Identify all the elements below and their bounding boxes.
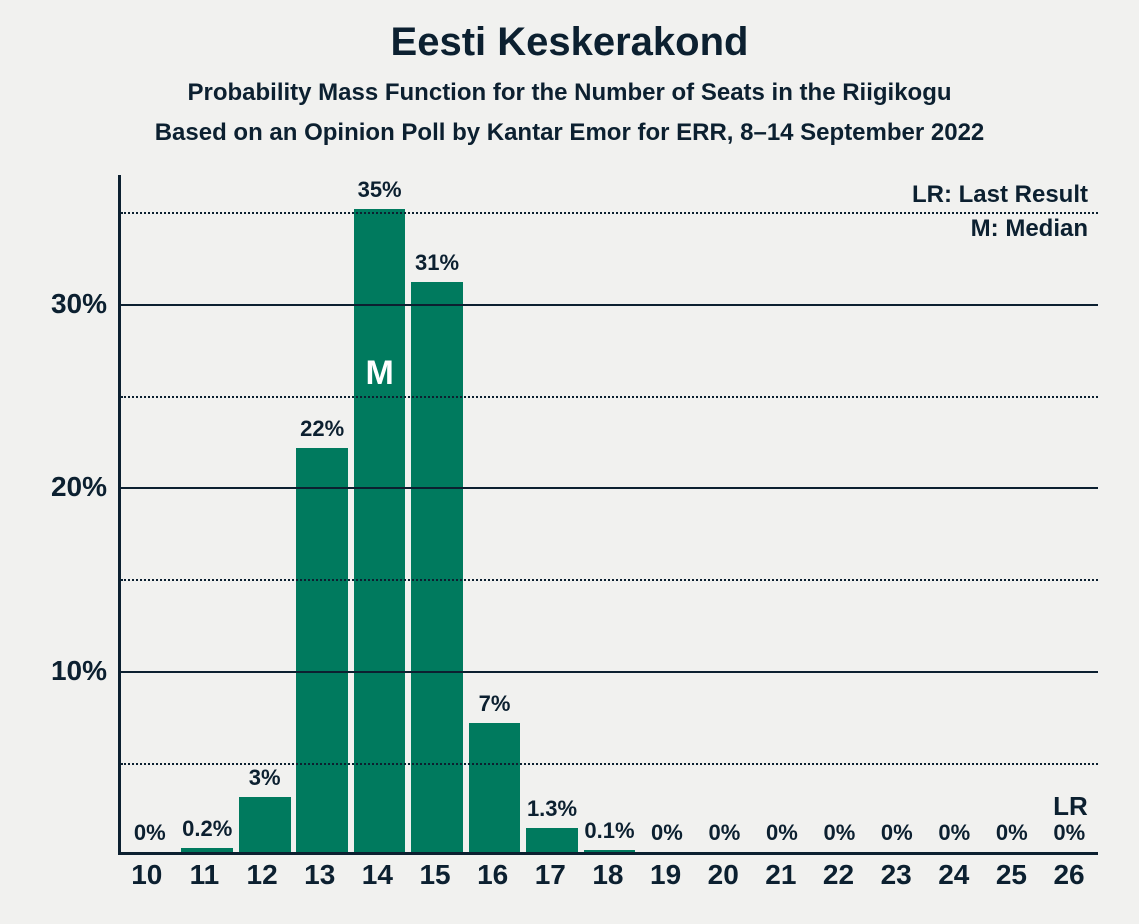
bar-value-label: 0% — [134, 820, 166, 852]
x-tick-label: 10 — [118, 859, 176, 891]
x-tick-label: 23 — [867, 859, 925, 891]
bar-slot: 0% — [811, 175, 868, 852]
bar-slot: 0.1% — [581, 175, 638, 852]
bar: 22% — [296, 448, 348, 852]
legend-lr: LR: Last Result — [912, 181, 1088, 209]
bar-value-label: 7% — [479, 691, 511, 723]
bar: 0.2% — [181, 848, 233, 852]
bar-value-label: 0% — [996, 820, 1028, 852]
legend-m: M: Median — [971, 215, 1088, 243]
bar-slot: 22% — [293, 175, 350, 852]
bar-value-label: 0% — [881, 820, 913, 852]
x-tick-label: 18 — [579, 859, 637, 891]
x-tick-label: 25 — [983, 859, 1041, 891]
bar-slot: 1.3% — [523, 175, 580, 852]
bar-slot: 31% — [408, 175, 465, 852]
bar-slot: 0% — [983, 175, 1040, 852]
bar-value-label: 0% — [823, 820, 855, 852]
bar-slot: 0% — [638, 175, 695, 852]
x-tick-label: 20 — [694, 859, 752, 891]
gridline-minor — [121, 763, 1098, 765]
x-tick-label: 19 — [637, 859, 695, 891]
bar: 3% — [239, 797, 291, 852]
x-tick-label: 13 — [291, 859, 349, 891]
x-tick-label: 22 — [810, 859, 868, 891]
bar: 0.1% — [584, 850, 636, 852]
chart-subtitle-1: Probability Mass Function for the Number… — [0, 79, 1139, 107]
bar-group: 0%0.2%3%22%35%M31%7%1.3%0.1%0%0%0%0%0%0%… — [121, 175, 1098, 852]
x-tick-label: 14 — [349, 859, 407, 891]
chart-container: 10%20%30% 0%0.2%3%22%35%M31%7%1.3%0.1%0%… — [40, 175, 1100, 895]
bar: 1.3% — [526, 828, 578, 852]
gridline-minor — [121, 579, 1098, 581]
gridline-major — [121, 304, 1098, 306]
bar-value-label: 0% — [709, 820, 741, 852]
bar-slot: 3% — [236, 175, 293, 852]
x-tick-label: 15 — [406, 859, 464, 891]
x-tick-label: 24 — [925, 859, 983, 891]
bar-slot: 0.2% — [178, 175, 235, 852]
y-tick-label: 10% — [51, 655, 107, 687]
last-result-marker: LR — [1053, 791, 1088, 822]
bar-value-label: 0% — [651, 820, 683, 852]
bar-value-label: 22% — [300, 416, 344, 448]
bar-slot: 0% — [926, 175, 983, 852]
y-tick-label: 30% — [51, 288, 107, 320]
bar-value-label: 0% — [766, 820, 798, 852]
bar-value-label: 35% — [358, 177, 402, 209]
bar-slot: 0% — [753, 175, 810, 852]
y-axis: 10% 20% 30% — [40, 175, 115, 855]
bar-value-label: 1.3% — [527, 796, 577, 828]
bar-slot: 0% — [696, 175, 753, 852]
median-marker: M — [365, 354, 393, 393]
bar-slot: 7% — [466, 175, 523, 852]
bar-slot: 0% — [868, 175, 925, 852]
bar-value-label: 0% — [1053, 820, 1085, 852]
bar-slot: 35% M — [351, 175, 408, 852]
x-tick-label: 21 — [752, 859, 810, 891]
chart-subtitle-2: Based on an Opinion Poll by Kantar Emor … — [0, 119, 1139, 147]
x-tick-label: 26 — [1040, 859, 1098, 891]
bar-slot: 0% — [1041, 175, 1098, 852]
bar: 7% — [469, 723, 521, 852]
bar-value-label: 3% — [249, 765, 281, 797]
y-tick-label: 20% — [51, 471, 107, 503]
bar-value-label: 0.1% — [584, 818, 634, 850]
gridline-minor — [121, 212, 1098, 214]
plot-area: 0%0.2%3%22%35%M31%7%1.3%0.1%0%0%0%0%0%0%… — [118, 175, 1098, 855]
x-tick-label: 16 — [464, 859, 522, 891]
chart-title: Eesti Keskerakond — [0, 20, 1139, 65]
x-tick-label: 12 — [233, 859, 291, 891]
bar-value-label: 0.2% — [182, 816, 232, 848]
gridline-major — [121, 487, 1098, 489]
bar-value-label: 0% — [938, 820, 970, 852]
bar-value-label: 31% — [415, 250, 459, 282]
x-tick-label: 11 — [176, 859, 234, 891]
x-tick-label: 17 — [521, 859, 579, 891]
x-axis: 1011121314151617181920212223242526 — [118, 859, 1098, 891]
gridline-minor — [121, 396, 1098, 398]
bar: 31% — [411, 282, 463, 852]
bar-slot: 0% — [121, 175, 178, 852]
gridline-major — [121, 671, 1098, 673]
